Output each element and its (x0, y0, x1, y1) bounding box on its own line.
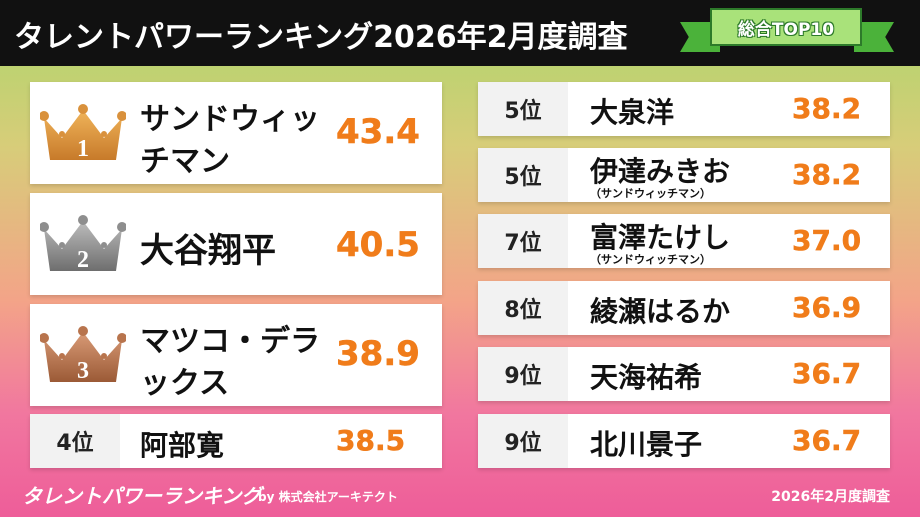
talent-score: 36.7 (792, 357, 862, 391)
talent-name: 大谷翔平 (140, 231, 276, 271)
talent-score: 38.5 (336, 424, 406, 458)
survey-date: 2026年2月度調査 (771, 489, 890, 505)
badge-label: 総合TOP10 (710, 8, 862, 46)
gold-crown-icon: 1 (40, 104, 126, 162)
talent-score: 38.9 (336, 334, 420, 375)
rank-label: 8位 (478, 281, 568, 335)
top10-badge: 総合TOP10 (680, 8, 894, 56)
rank-card-5b: 5位 伊達みきお （サンドウィッチマン） 38.2 (478, 148, 890, 202)
talent-name: 伊達みきお (590, 155, 731, 188)
talent-name: 大泉洋 (590, 96, 675, 129)
talent-score: 36.9 (792, 291, 862, 325)
header-bar: タレントパワーランキング2026年2月度調査 総合TOP10 (0, 0, 920, 66)
rank-label: 5位 (478, 82, 568, 136)
rank-card-3: 3 マツコ・デラ ックス 38.9 (30, 304, 442, 406)
talent-score: 36.7 (792, 424, 862, 458)
brand-logo: タレントパワーランキング (22, 484, 262, 508)
rank-card-7: 7位 富澤たけし （サンドウィッチマン） 37.0 (478, 214, 890, 268)
rank-label: 5位 (478, 148, 568, 202)
talent-name: サンドウィッ (140, 102, 320, 137)
talent-score: 38.2 (792, 92, 862, 126)
rank-card-2: 2 大谷翔平 40.5 (30, 193, 442, 295)
silver-crown-icon: 2 (40, 215, 126, 273)
talent-score: 40.5 (336, 225, 420, 266)
talent-group: （サンドウィッチマン） (590, 253, 711, 266)
talent-name: 天海祐希 (590, 361, 703, 394)
rank-label: 9位 (478, 347, 568, 401)
talent-name: 綾瀬はるか (590, 295, 731, 328)
page-title: タレントパワーランキング2026年2月度調査 (14, 20, 628, 55)
talent-name: 富澤たけし (590, 221, 731, 254)
publisher-credit: by 株式会社アーキテクト (258, 490, 398, 504)
rank-card-1: 1 サンドウィッ チマン 43.4 (30, 82, 442, 184)
talent-name: 北川景子 (590, 428, 703, 461)
talent-group: （サンドウィッチマン） (590, 187, 711, 200)
talent-name: マツコ・デラ (140, 324, 320, 359)
talent-name: 阿部寛 (140, 429, 225, 462)
crown-rank-number: 2 (77, 247, 89, 273)
rank-card-8: 8位 綾瀬はるか 36.9 (478, 281, 890, 335)
talent-score: 43.4 (336, 112, 420, 153)
rank-card-9b: 9位 北川景子 36.7 (478, 414, 890, 468)
talent-name-line2: ックス (140, 366, 230, 401)
rank-label: 7位 (478, 214, 568, 268)
rank-card-4: 4位 阿部寛 38.5 (30, 414, 442, 468)
talent-score: 37.0 (792, 224, 862, 258)
rank-card-9a: 9位 天海祐希 36.7 (478, 347, 890, 401)
rank-card-5a: 5位 大泉洋 38.2 (478, 82, 890, 136)
crown-rank-number: 3 (77, 358, 89, 384)
crown-rank-number: 1 (77, 136, 89, 162)
bronze-crown-icon: 3 (40, 326, 126, 384)
rank-label: 4位 (30, 414, 120, 468)
talent-name-line2: チマン (140, 144, 230, 179)
talent-score: 38.2 (792, 158, 862, 192)
rank-label: 9位 (478, 414, 568, 468)
